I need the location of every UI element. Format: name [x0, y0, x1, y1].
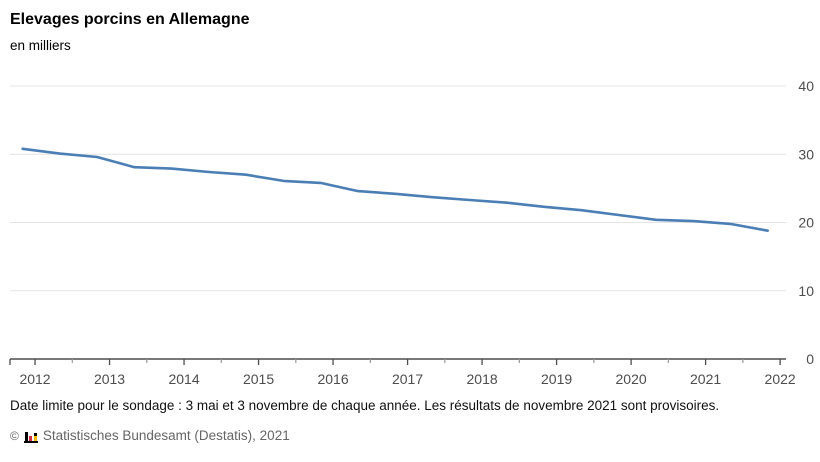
destatis-bar-chart-logo-icon: [23, 429, 38, 443]
x-axis-tick-label: 2022: [765, 371, 796, 387]
x-axis-tick-label: 2019: [541, 371, 572, 387]
data-line: [21, 147, 770, 232]
x-axis-tick-label: 2016: [317, 371, 348, 387]
unit-label: en milliers: [10, 38, 71, 53]
page-title: Elevages porcins en Allemagne: [10, 11, 250, 28]
copyright-symbol: ©: [10, 428, 19, 443]
logo-bar-black: [24, 431, 28, 441]
footnote: Date limite pour le sondage : 3 mai et 3…: [10, 398, 720, 413]
x-axis-tick-label: 2013: [94, 371, 125, 387]
x-axis-tick-label: 2020: [616, 371, 647, 387]
attribution: © Statistisches Bundesamt (Destatis), 20…: [10, 428, 290, 443]
y-axis-tick-label: 10: [798, 283, 814, 299]
attribution-text: Statistisches Bundesamt (Destatis), 2021: [42, 428, 290, 443]
logo-bar-red: [29, 435, 33, 441]
y-axis-tick-label: 20: [798, 215, 814, 231]
logo-bar-yellow: [33, 432, 37, 441]
x-axis-tick-label: 2017: [392, 371, 423, 387]
x-axis-tick-label: 2018: [467, 371, 498, 387]
y-axis-tick-label: 30: [798, 146, 814, 162]
x-axis-tick-label: 2015: [243, 371, 274, 387]
x-axis-tick-label: 2012: [19, 371, 50, 387]
y-axis-tick-label: 40: [798, 78, 814, 94]
x-axis-tick-label: 2014: [168, 371, 199, 387]
y-axis-tick-label: 0: [806, 351, 814, 367]
x-axis-tick-label: 2021: [690, 371, 721, 387]
